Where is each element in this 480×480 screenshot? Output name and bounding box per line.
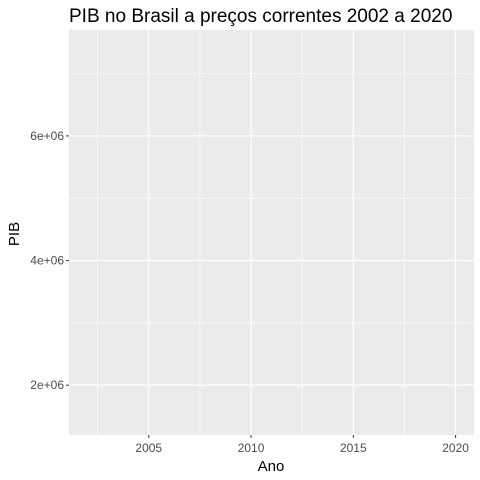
y-axis-title: PIB: [6, 222, 23, 246]
plot-panel: [69, 30, 474, 435]
y-tick-label: 6e+06: [30, 129, 64, 143]
major-gridlines-y: [69, 135, 474, 386]
y-tick-label: 4e+06: [30, 254, 64, 268]
x-tick-label: 2015: [340, 441, 367, 455]
minor-gridlines-y: [69, 73, 474, 324]
major-gridlines-x: [148, 30, 457, 435]
chart-title: PIB no Brasil a preços correntes 2002 a …: [69, 6, 452, 27]
x-axis: 2005 2010 2015 2020: [135, 435, 469, 455]
x-tick-label: 2020: [442, 441, 469, 455]
minor-gridlines-x: [97, 30, 405, 435]
x-tick-label: 2010: [238, 441, 265, 455]
y-axis: 2e+06 4e+06 6e+06: [30, 129, 69, 392]
x-axis-title: Ano: [258, 458, 285, 475]
y-tick-label: 2e+06: [30, 378, 64, 392]
x-tick-label: 2005: [135, 441, 162, 455]
